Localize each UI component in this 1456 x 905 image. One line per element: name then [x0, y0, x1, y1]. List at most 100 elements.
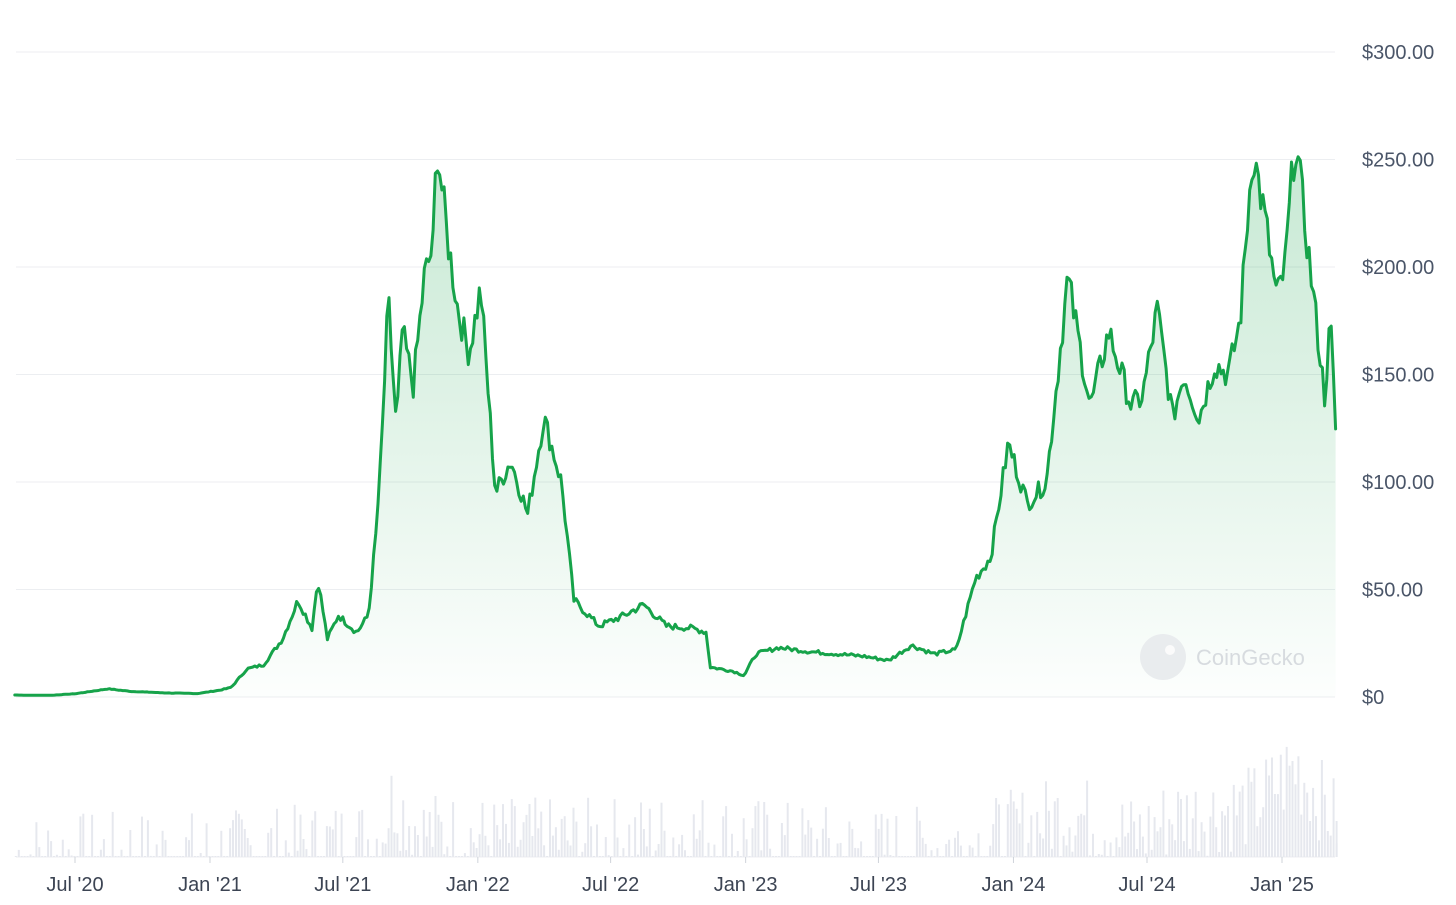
volume-bar: [939, 856, 942, 857]
volume-bar: [105, 856, 108, 857]
volume-bar: [763, 802, 766, 857]
volume-bar: [114, 856, 117, 857]
volume-bar: [161, 830, 164, 857]
volume-bar: [1188, 848, 1191, 857]
volume-bar: [1238, 791, 1241, 857]
volume-bar: [510, 799, 513, 857]
volume-bar: [801, 808, 804, 857]
volume-bar: [669, 856, 672, 857]
volume-bar: [590, 826, 593, 857]
volume-bar: [681, 834, 684, 857]
volume-bar: [281, 856, 284, 857]
volume-bar: [1001, 856, 1003, 857]
volume-bar: [549, 799, 551, 857]
volume-bar: [1185, 795, 1188, 857]
x-tick-label: Jul '24: [1118, 874, 1175, 896]
volume-bar: [384, 843, 387, 857]
volume-bar: [754, 806, 757, 857]
volume-bar: [701, 800, 704, 857]
volume-bar: [402, 800, 405, 857]
volume-bar: [1106, 856, 1109, 857]
volume-bar: [713, 844, 716, 857]
volume-bar: [675, 856, 678, 857]
volume-bar: [1315, 816, 1317, 857]
volume-bar: [593, 856, 595, 857]
volume-bar: [1209, 816, 1212, 857]
volume-bar: [232, 820, 234, 857]
volume-bar: [284, 840, 287, 857]
volume-bar: [79, 816, 82, 857]
volume-bar: [798, 856, 801, 857]
volume-bar: [695, 838, 698, 857]
x-tick-label: Jul '23: [850, 874, 907, 896]
volume-bar: [144, 856, 146, 857]
volume-bar: [381, 842, 384, 857]
volume-bar: [1279, 754, 1282, 857]
volume-bar: [1203, 831, 1206, 857]
volume-bar: [921, 837, 924, 857]
volume-bar: [1045, 781, 1047, 857]
volume-bar: [505, 823, 507, 857]
gecko-logo-icon: [1140, 634, 1186, 680]
volume-bar: [1168, 819, 1171, 857]
volume-bar: [41, 856, 44, 857]
volume-bar: [372, 856, 375, 857]
volume-bar: [871, 856, 874, 857]
volume-bar: [17, 849, 20, 857]
volume-bar: [986, 856, 989, 857]
volume-bar: [390, 775, 393, 857]
volume-bar: [452, 802, 455, 857]
volume-bar: [910, 856, 912, 857]
volume-bar: [901, 856, 904, 857]
volume-bar: [786, 802, 789, 857]
watermark-text: CoinGecko: [1196, 645, 1305, 670]
y-axis: $300.00 $250.00 $200.00 $150.00 $100.00 $50.0…: [1362, 42, 1434, 709]
volume-bar: [237, 813, 240, 857]
volume-bar: [252, 856, 255, 857]
volume-bar: [76, 856, 79, 857]
volume-bar: [1100, 854, 1103, 857]
volume-bar: [1027, 842, 1030, 857]
volume-bar: [249, 845, 252, 857]
volume-bar: [880, 813, 883, 857]
volume-bar: [648, 808, 651, 857]
volume-bar: [1227, 806, 1229, 857]
volume-bar: [1077, 815, 1080, 857]
volume-bar: [945, 844, 948, 857]
volume-bar: [387, 828, 390, 857]
volume-bar: [895, 816, 898, 857]
volume-bar: [1244, 844, 1247, 857]
volume-bar: [1177, 791, 1180, 857]
volume-bar: [610, 856, 613, 857]
volume-bar: [1042, 838, 1045, 857]
volume-bar: [446, 846, 449, 857]
volume-bar: [1329, 835, 1332, 857]
volume-bar: [176, 856, 179, 857]
volume-bar: [293, 804, 296, 857]
volume-bar: [1030, 815, 1033, 857]
volume-bar: [290, 856, 293, 857]
volume-bar: [604, 837, 607, 857]
volume-bar: [261, 856, 264, 857]
x-tick-label: Jul '21: [314, 874, 371, 896]
volume-bar: [1235, 815, 1238, 857]
volume-bar: [640, 802, 642, 857]
volume-bar: [783, 835, 786, 857]
volume-bar: [657, 844, 660, 857]
volume-bar: [1083, 815, 1086, 857]
volume-bar: [135, 856, 138, 857]
volume-bar: [1291, 761, 1294, 857]
volume-bar: [1180, 799, 1182, 857]
volume-bar: [637, 854, 639, 857]
volume-bar: [1320, 760, 1323, 857]
volume-bar: [686, 856, 689, 857]
volume-bar: [531, 836, 534, 857]
volume-bar: [546, 856, 549, 857]
volume-bar: [1206, 855, 1209, 857]
volume-bar: [414, 826, 416, 857]
volume-bar: [1300, 814, 1303, 857]
volume-bar: [1006, 804, 1009, 857]
volume-bar: [977, 833, 980, 857]
volume-bar: [775, 856, 777, 857]
volume-bar: [998, 804, 1000, 857]
